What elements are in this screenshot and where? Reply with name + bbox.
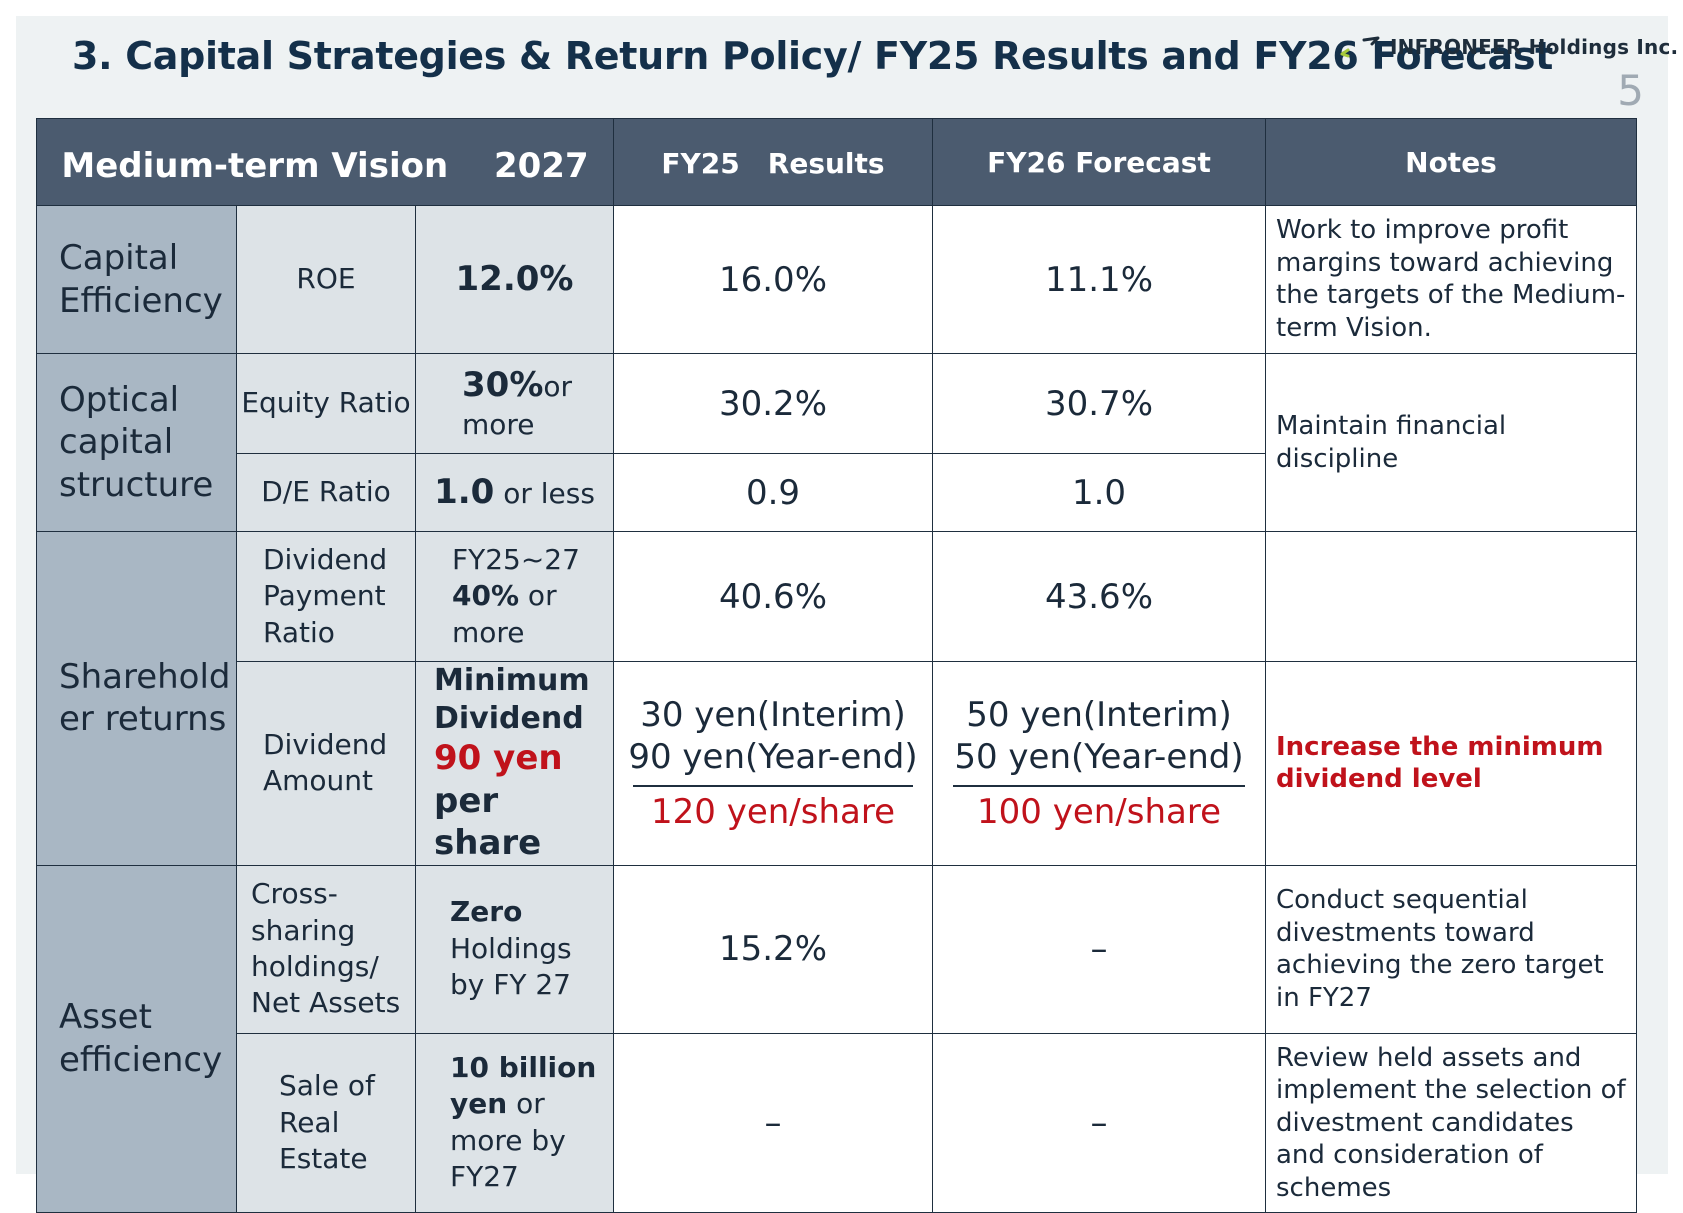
note-payout-ratio	[1265, 531, 1637, 662]
target-de-ratio: 1.0 or less	[415, 453, 614, 532]
table-row-roe: Capital Efficiency ROE 12.0% 16.0% 11.1%…	[36, 205, 1637, 354]
table-row-cross-holdings: Asset efficiency Cross-sharing holdings/…	[36, 864, 1637, 1213]
note-financial-discipline: Maintain financial discipline	[1265, 353, 1637, 532]
company-logo: INFRONEER Holdings Inc.	[1334, 32, 1678, 62]
page-number: 5	[1617, 66, 1644, 115]
metric-dividend-amount: Dividend Amount	[236, 661, 416, 866]
column-header-notes: Notes	[1265, 118, 1637, 206]
target-payout-ratio: FY25~27 40% or more	[415, 531, 614, 662]
metric-de-ratio: D/E Ratio	[236, 453, 416, 532]
metric-real-estate: Sale of Real Estate	[236, 1032, 416, 1213]
fy26-equity-ratio: 30.7%	[932, 353, 1266, 454]
note-real-estate: Review held assets and implement the sel…	[1265, 1032, 1637, 1213]
category-shareholder-returns: Sharehold er returns	[36, 531, 237, 866]
metric-payout-ratio: Dividend Payment Ratio	[236, 531, 416, 662]
column-header-fy25: FY25 Results	[613, 118, 933, 206]
note-roe: Work to improve profit margins toward ac…	[1265, 205, 1637, 354]
metric-equity-ratio: Equity Ratio	[236, 353, 416, 454]
fy26-de-ratio: 1.0	[932, 453, 1266, 532]
fy25-cross-holdings: 15.2%	[613, 864, 933, 1034]
table-row-payout-ratio: Sharehold er returns Dividend Payment Ra…	[36, 531, 1637, 866]
table-row-real-estate: Sale of Real Estate 10 billion yen or mo…	[37, 1032, 1637, 1213]
note-dividend-amount: Increase the minimum dividend level	[1265, 661, 1637, 866]
fy25-dividend-amount: 30 yen(Interim) 90 yen(Year-end) 120 yen/s…	[613, 661, 933, 866]
fy25-equity-ratio: 30.2%	[613, 353, 933, 454]
note-cross-holdings: Conduct sequential divestments toward ac…	[1265, 864, 1637, 1034]
fy25-roe: 16.0%	[613, 205, 933, 354]
target-roe: 12.0%	[415, 205, 614, 354]
table-row-dividend-amount: Dividend Amount Minimum Dividend 90 yen pe…	[37, 661, 1637, 866]
fy25-real-estate: –	[613, 1032, 933, 1213]
fy26-cross-holdings: –	[932, 864, 1266, 1034]
table-row-equity-ratio: Optical capital structure Equity Ratio 3…	[36, 353, 1637, 532]
table-header-row: Medium-term Vision 2027 FY25 Results FY2…	[36, 118, 1637, 206]
category-capital-structure: Optical capital structure	[36, 353, 237, 532]
fy26-roe: 11.1%	[932, 205, 1266, 354]
fy26-payout-ratio: 43.6%	[932, 531, 1266, 662]
target-real-estate: 10 billion yen or more by FY27	[415, 1032, 614, 1213]
divider-line	[633, 784, 913, 787]
target-cross-holdings: Zero Holdings by FY 27	[415, 864, 614, 1034]
infroneer-logo-icon	[1340, 36, 1380, 58]
metric-cross-holdings: Cross-sharing holdings/ Net Assets	[236, 864, 416, 1034]
fy26-dividend-amount: 50 yen(Interim) 50 yen(Year-end) 100 yen/s…	[932, 661, 1266, 866]
fy25-payout-ratio: 40.6%	[613, 531, 933, 662]
column-header-vision: Medium-term Vision 2027	[36, 118, 614, 206]
fy26-real-estate: –	[932, 1032, 1266, 1213]
slide: 3. Capital Strategies & Return Policy/ F…	[16, 16, 1678, 1213]
capital-strategy-table: Medium-term Vision 2027 FY25 Results FY2…	[36, 118, 1637, 1213]
target-dividend-amount: Minimum Dividend 90 yen per share	[415, 661, 614, 866]
metric-roe: ROE	[236, 205, 416, 354]
category-capital-efficiency: Capital Efficiency	[36, 205, 237, 354]
category-asset-efficiency: Asset efficiency	[36, 864, 237, 1213]
fy25-de-ratio: 0.9	[613, 453, 933, 532]
company-name: INFRONEER Holdings Inc.	[1390, 35, 1679, 59]
divider-line	[952, 784, 1246, 787]
page-title: 3. Capital Strategies & Return Policy/ F…	[72, 34, 1554, 78]
target-equity-ratio: 30%or more	[415, 353, 614, 454]
column-header-fy26: FY26 Forecast	[932, 118, 1266, 206]
table-row-de-ratio: D/E Ratio 1.0 or less 0.9 1.0	[37, 453, 1637, 532]
